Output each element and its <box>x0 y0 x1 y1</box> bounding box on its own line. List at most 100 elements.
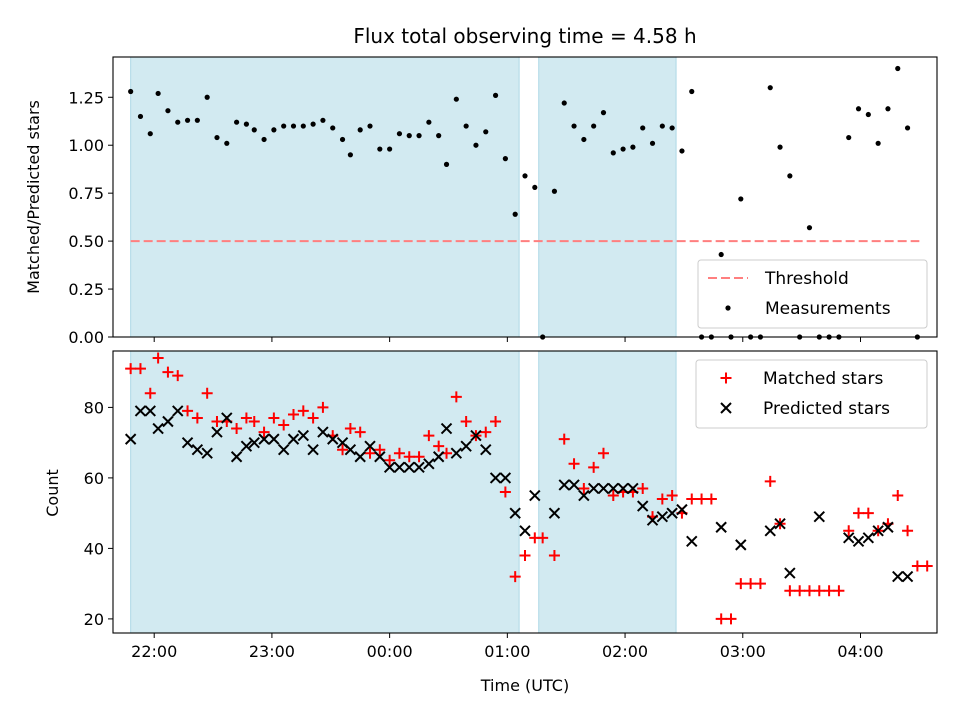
predicted-stars-point <box>393 461 406 474</box>
matched-stars-point <box>403 451 415 463</box>
matched-stars-point <box>833 585 845 597</box>
predicted-stars-point <box>843 532 855 544</box>
predicted-stars-point <box>784 567 796 579</box>
measurements-point <box>591 123 597 129</box>
predicted-stars-point <box>440 422 453 435</box>
x-tick-label: 23:00 <box>249 642 295 661</box>
measurements-point <box>155 90 161 97</box>
measurements-point <box>620 146 626 152</box>
legend-label: Matched stars <box>763 369 883 389</box>
matched-stars-point <box>548 549 560 561</box>
predicted-stars-point <box>666 507 678 519</box>
predicted-stars-point <box>499 472 512 484</box>
predicted-stars-point <box>852 535 865 548</box>
matched-stars-point <box>460 416 472 427</box>
matched-stars-point <box>735 578 747 590</box>
predicted-stars-point <box>764 525 776 537</box>
predicted-stars-point <box>268 433 280 445</box>
y-tick-label: 0.75 <box>68 184 104 203</box>
matched-stars-point <box>696 493 708 505</box>
predicted-stars-point <box>124 433 137 445</box>
predicted-stars-point <box>354 451 366 463</box>
matched-stars-point <box>509 571 521 583</box>
x-tick-label: 03:00 <box>720 642 766 661</box>
count-panel-ylabel: Count <box>43 469 62 517</box>
matched-stars-point <box>911 560 923 572</box>
matched-stars-point <box>607 490 619 502</box>
y-tick-label: 60 <box>84 469 104 488</box>
matched-stars-point <box>172 370 184 382</box>
predicted-stars-point <box>144 405 156 417</box>
measurements-point <box>261 136 267 143</box>
observing-interval-band <box>538 56 677 338</box>
predicted-stars-point <box>813 510 825 523</box>
matched-stars-point <box>666 490 678 502</box>
predicted-stars-point <box>578 489 590 502</box>
predicted-stars-point <box>637 500 649 512</box>
predicted-stars-point <box>432 451 445 463</box>
predicted-stars-point <box>519 525 531 537</box>
matched-stars-point <box>637 482 649 494</box>
measurements-point <box>718 251 724 258</box>
measurements-point <box>571 123 577 129</box>
measurements-point <box>659 123 665 129</box>
predicted-stars-point <box>423 458 435 470</box>
measurements-point <box>137 113 144 120</box>
predicted-stars-point <box>327 433 339 445</box>
predicted-stars-point <box>383 461 396 474</box>
axes-frame <box>112 56 938 338</box>
measurements-point <box>473 142 479 148</box>
matched-stars-point <box>725 613 737 625</box>
measurements-point <box>846 134 852 141</box>
legend-measurements-swatch <box>725 305 731 311</box>
measurements-point <box>330 125 336 131</box>
matched-stars-point <box>134 363 146 375</box>
matched-stars-point <box>374 444 386 456</box>
measurements-point <box>522 173 528 179</box>
predicted-stars-point <box>191 443 204 456</box>
matched-stars-point <box>803 585 815 597</box>
matched-stars-point <box>764 475 776 487</box>
matched-stars-point <box>794 585 806 597</box>
predicted-stars-point <box>307 443 319 456</box>
matched-stars-point <box>144 387 156 399</box>
measurements-point <box>147 131 153 137</box>
measurements-point <box>640 125 646 131</box>
predicted-stars-point <box>297 429 310 442</box>
measurements-point <box>806 225 813 231</box>
matched-stars-point <box>902 525 914 537</box>
measurements-point <box>512 211 518 217</box>
predicted-stars-point <box>221 412 233 424</box>
measurements-point <box>214 134 220 141</box>
predicted-stars-point <box>317 426 329 438</box>
y-tick-label: 0.25 <box>68 280 104 299</box>
matched-stars-point <box>433 440 445 452</box>
predicted-stars-point <box>568 479 580 491</box>
matched-stars-point <box>162 366 174 378</box>
measurements-point <box>630 144 636 150</box>
measurements-point <box>483 129 489 135</box>
observing-interval-band <box>130 56 520 338</box>
measurements-point <box>271 127 277 133</box>
predicted-stars-point <box>774 518 786 530</box>
matched-stars-point <box>558 433 570 445</box>
measurements-point <box>777 144 783 150</box>
predicted-stars-point <box>480 443 492 456</box>
matched-stars-point <box>715 613 727 625</box>
measurements-point <box>669 125 675 131</box>
predicted-stars-point <box>364 440 376 452</box>
measurements-point <box>281 123 287 129</box>
matched-stars-point <box>597 447 609 459</box>
matched-stars-point <box>450 391 462 403</box>
y-tick-label: 1.25 <box>68 88 104 107</box>
measurements-point <box>895 65 901 72</box>
measurements-point <box>224 140 230 146</box>
predicted-stars-point <box>258 433 270 445</box>
measurements-point <box>234 119 240 125</box>
measurements-point <box>243 121 250 127</box>
measurements-point <box>904 125 911 131</box>
figure-title: Flux total observing time = 4.58 h <box>353 24 696 48</box>
measurements-point <box>128 88 134 95</box>
predicted-stars-point <box>201 447 213 459</box>
matched-stars-point <box>393 447 405 459</box>
